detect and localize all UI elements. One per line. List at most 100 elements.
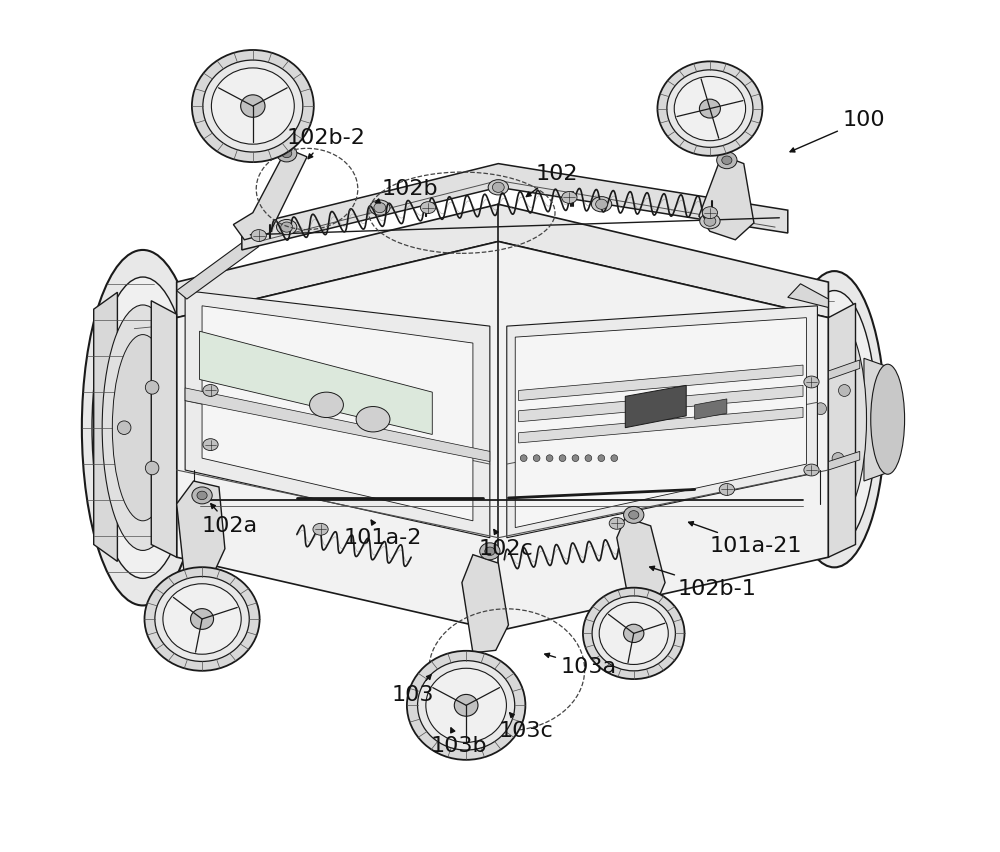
Ellipse shape: [832, 452, 844, 464]
Polygon shape: [515, 318, 806, 527]
Polygon shape: [151, 301, 177, 557]
Ellipse shape: [241, 95, 265, 118]
Ellipse shape: [370, 200, 390, 216]
Ellipse shape: [277, 145, 297, 162]
Text: 102b-2: 102b-2: [287, 128, 366, 158]
Polygon shape: [699, 155, 754, 239]
Ellipse shape: [191, 608, 214, 630]
Polygon shape: [200, 331, 432, 435]
Polygon shape: [177, 239, 259, 299]
Ellipse shape: [145, 461, 159, 475]
Ellipse shape: [704, 216, 716, 227]
Ellipse shape: [699, 99, 720, 118]
Text: 102b-1: 102b-1: [650, 567, 757, 598]
Polygon shape: [788, 284, 828, 308]
Ellipse shape: [102, 305, 183, 550]
Ellipse shape: [792, 291, 877, 548]
Text: 103c: 103c: [498, 713, 553, 740]
Ellipse shape: [702, 207, 718, 219]
Ellipse shape: [197, 491, 207, 499]
Polygon shape: [864, 359, 888, 481]
Ellipse shape: [492, 182, 504, 193]
Ellipse shape: [211, 68, 294, 144]
Polygon shape: [177, 241, 828, 630]
Ellipse shape: [611, 455, 618, 462]
Ellipse shape: [572, 455, 579, 462]
Ellipse shape: [722, 156, 732, 164]
Ellipse shape: [313, 523, 328, 535]
Ellipse shape: [546, 455, 553, 462]
Ellipse shape: [784, 271, 885, 567]
Ellipse shape: [203, 60, 303, 152]
Text: 103: 103: [392, 675, 434, 705]
Ellipse shape: [624, 506, 644, 523]
Ellipse shape: [82, 250, 204, 606]
Ellipse shape: [145, 381, 159, 394]
Ellipse shape: [599, 602, 668, 665]
Polygon shape: [233, 148, 307, 239]
Polygon shape: [695, 399, 727, 419]
Polygon shape: [242, 164, 788, 250]
Polygon shape: [462, 555, 508, 653]
Ellipse shape: [374, 203, 386, 213]
Polygon shape: [177, 481, 225, 583]
Text: 101a-21: 101a-21: [689, 521, 802, 556]
Ellipse shape: [592, 596, 675, 671]
Ellipse shape: [310, 392, 343, 417]
Ellipse shape: [251, 230, 266, 241]
Ellipse shape: [719, 484, 734, 495]
Text: 102b: 102b: [375, 179, 438, 203]
Ellipse shape: [144, 567, 260, 671]
Text: 102c: 102c: [479, 530, 534, 559]
Ellipse shape: [700, 214, 720, 229]
Ellipse shape: [203, 439, 218, 451]
Polygon shape: [519, 365, 803, 400]
Polygon shape: [828, 452, 860, 470]
Ellipse shape: [420, 202, 436, 214]
Ellipse shape: [480, 543, 500, 560]
Ellipse shape: [657, 61, 762, 156]
Ellipse shape: [192, 50, 314, 162]
Ellipse shape: [624, 625, 644, 642]
Text: 102: 102: [526, 164, 578, 197]
Ellipse shape: [583, 588, 685, 679]
Ellipse shape: [281, 222, 293, 232]
Ellipse shape: [282, 149, 292, 158]
Ellipse shape: [277, 220, 297, 234]
Polygon shape: [828, 360, 860, 379]
Polygon shape: [617, 517, 665, 614]
Ellipse shape: [667, 70, 753, 147]
Ellipse shape: [163, 584, 241, 654]
Polygon shape: [519, 407, 803, 443]
Ellipse shape: [562, 192, 577, 204]
Polygon shape: [177, 204, 828, 318]
Polygon shape: [94, 292, 117, 561]
Ellipse shape: [155, 577, 249, 661]
Ellipse shape: [815, 403, 827, 415]
Ellipse shape: [804, 464, 819, 476]
Ellipse shape: [485, 547, 495, 556]
Ellipse shape: [192, 487, 212, 504]
Ellipse shape: [629, 510, 639, 519]
Ellipse shape: [871, 364, 905, 475]
Ellipse shape: [838, 384, 850, 396]
Ellipse shape: [598, 455, 605, 462]
Ellipse shape: [609, 517, 624, 529]
Ellipse shape: [112, 335, 173, 521]
Ellipse shape: [520, 455, 527, 462]
Polygon shape: [828, 303, 856, 557]
Polygon shape: [625, 385, 686, 428]
Polygon shape: [185, 388, 490, 462]
Ellipse shape: [426, 668, 506, 742]
Ellipse shape: [117, 421, 131, 435]
Ellipse shape: [488, 180, 508, 195]
Ellipse shape: [591, 197, 612, 212]
Ellipse shape: [802, 316, 867, 522]
Ellipse shape: [717, 152, 737, 169]
Ellipse shape: [356, 406, 390, 432]
Text: 103a: 103a: [545, 653, 617, 677]
Ellipse shape: [674, 77, 746, 141]
Text: 100: 100: [790, 110, 885, 152]
Ellipse shape: [92, 277, 194, 579]
Polygon shape: [519, 385, 803, 422]
